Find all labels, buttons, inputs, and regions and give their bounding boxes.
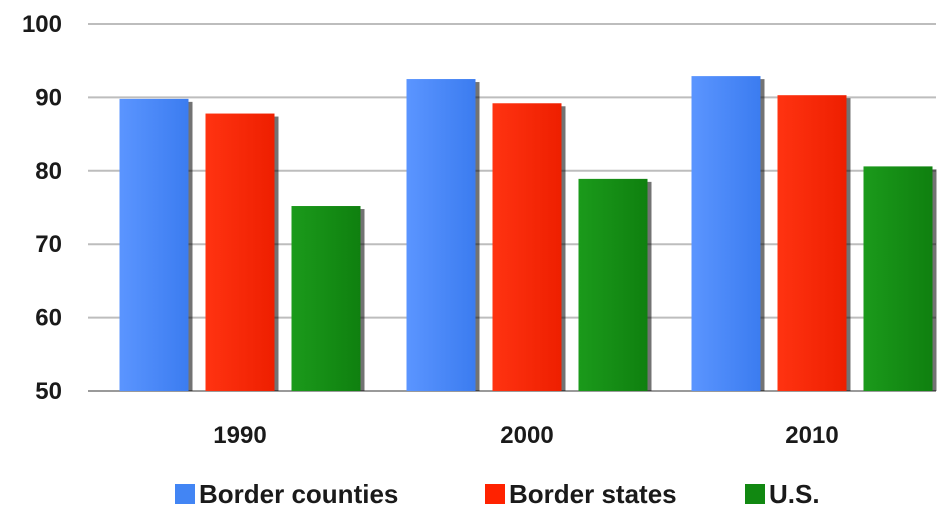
legend-label: Border counties: [199, 479, 398, 509]
y-tick-label: 80: [35, 158, 62, 185]
legend-label: U.S.: [769, 479, 820, 509]
x-axis-categories: 1990 2000 2010: [213, 422, 838, 449]
y-axis-ticks: 50 60 70 80 90 100: [22, 11, 62, 405]
x-category-label: 2010: [785, 422, 838, 449]
legend-label: Border states: [509, 479, 677, 509]
y-tick-label: 100: [22, 11, 62, 38]
legend-swatch: [175, 484, 195, 504]
legend-swatch: [485, 484, 505, 504]
bar-border-states-2010: [777, 95, 847, 391]
bar-border-states-2000: [492, 103, 562, 391]
y-tick-label: 50: [35, 378, 62, 405]
bar-border-counties-2010: [691, 76, 761, 391]
y-tick-label: 90: [35, 84, 62, 111]
y-tick-label: 60: [35, 305, 62, 332]
bar-border-counties-2000: [406, 79, 476, 392]
bar-u-s-2000: [578, 178, 648, 391]
bar-border-states-1990: [205, 113, 275, 391]
y-tick-label: 70: [35, 231, 62, 258]
bars: [119, 76, 937, 392]
bar-u-s-1990: [291, 206, 361, 391]
legend: Border counties Border states U.S.: [175, 479, 820, 509]
x-category-label: 1990: [213, 422, 266, 449]
legend-swatch: [745, 484, 765, 504]
bar-border-counties-1990: [119, 98, 189, 392]
x-category-label: 2000: [500, 422, 553, 449]
bar-u-s-2010: [863, 166, 933, 391]
